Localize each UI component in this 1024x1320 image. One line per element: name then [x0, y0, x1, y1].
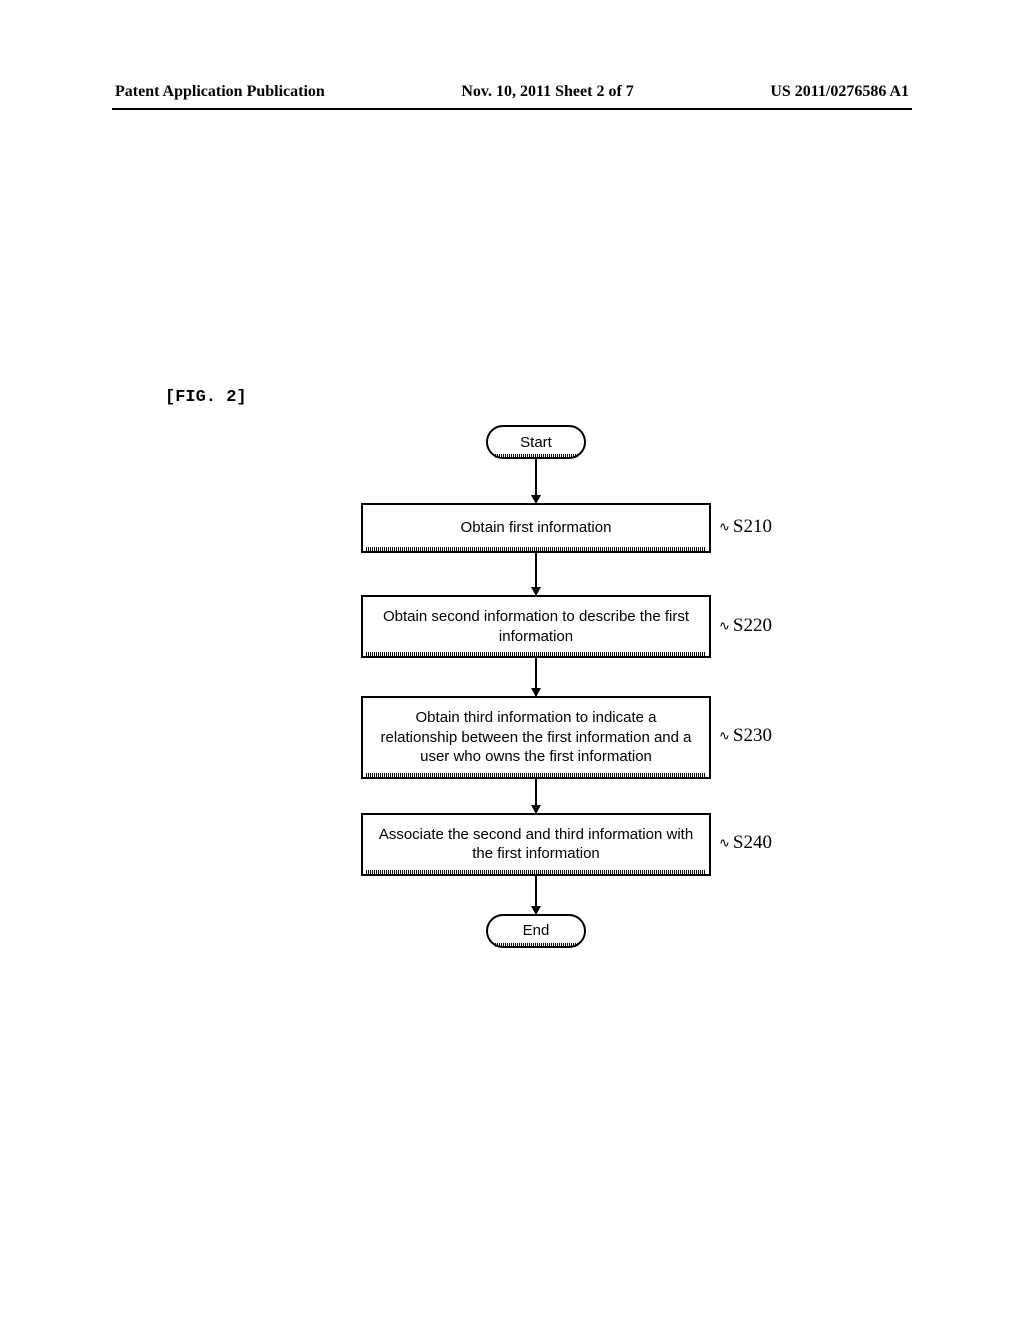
end-text: End: [523, 922, 550, 939]
label-s230-text: S230: [733, 725, 772, 747]
process-s220: Obtain second information to describe th…: [361, 595, 711, 658]
arrow-3: [535, 658, 537, 696]
arrow-2: [535, 553, 537, 595]
flowchart-container: Start Obtain first information ∿ S210 Ob…: [286, 425, 786, 948]
leader-s220: ∿: [719, 618, 729, 634]
process-s210: Obtain first information: [361, 503, 711, 553]
header-center: Nov. 10, 2011 Sheet 2 of 7: [461, 83, 633, 101]
label-s240-text: S240: [733, 832, 772, 854]
page-header: Patent Application Publication Nov. 10, …: [115, 83, 909, 101]
header-right: US 2011/0276586 A1: [770, 83, 909, 101]
leader-s230: ∿: [719, 728, 729, 744]
s220-text: Obtain second information to describe th…: [378, 607, 694, 646]
s240-text: Associate the second and third informati…: [378, 825, 694, 864]
arrow-1: [535, 459, 537, 503]
process-s240: Associate the second and third informati…: [361, 813, 711, 876]
arrow-4: [535, 779, 537, 813]
end-node: End: [486, 914, 586, 948]
arrow-4-container: [361, 779, 711, 813]
label-s230: ∿ S230: [719, 725, 772, 747]
figure-label: [FIG. 2]: [165, 388, 247, 407]
header-divider: [112, 108, 912, 110]
header-left: Patent Application Publication: [115, 83, 325, 101]
process-s230: Obtain third information to indicate a r…: [361, 696, 711, 779]
arrow-5: [535, 876, 537, 914]
start-node: Start: [486, 425, 586, 459]
label-s240: ∿ S240: [719, 832, 772, 854]
label-s210-text: S210: [733, 516, 772, 538]
label-s220: ∿ S220: [719, 615, 772, 637]
s230-text: Obtain third information to indicate a r…: [378, 708, 694, 767]
leader-s240: ∿: [719, 835, 729, 851]
s210-text: Obtain first information: [461, 518, 612, 538]
start-text: Start: [520, 434, 552, 451]
arrow-2-container: [361, 553, 711, 595]
label-s210: ∿ S210: [719, 516, 772, 538]
arrow-5-container: [361, 876, 711, 914]
leader-s210: ∿: [719, 519, 729, 535]
label-s220-text: S220: [733, 615, 772, 637]
arrow-1-container: [361, 459, 711, 503]
arrow-3-container: [361, 658, 711, 696]
